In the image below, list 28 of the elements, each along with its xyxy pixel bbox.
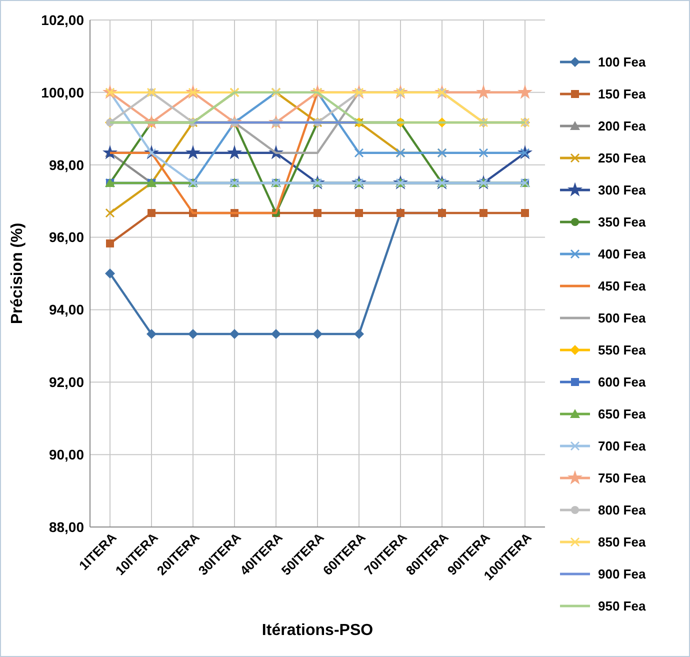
legend-label: 950 Fea (598, 598, 646, 614)
legend-label: 550 Fea (598, 342, 646, 358)
legend-label: 450 Fea (598, 278, 646, 294)
legend-label: 850 Fea (598, 534, 646, 550)
y-tick-label: 96,00 (48, 229, 84, 246)
legend-label: 350 Fea (598, 214, 646, 230)
legend-label: 250 Fea (598, 150, 646, 166)
y-tick-label: 94,00 (48, 302, 84, 318)
legend-label: 600 Fea (598, 374, 646, 390)
legend-label: 700 Fea (598, 438, 646, 454)
legend-label: 200 Fea (598, 118, 646, 134)
y-axis-title: Précision (%) (9, 222, 26, 324)
legend-label: 300 Fea (598, 182, 646, 198)
legend-label: 900 Fea (598, 566, 646, 582)
y-tick-label: 92,00 (48, 374, 84, 390)
legend-label: 150 Fea (598, 86, 646, 102)
legend-label: 800 Fea (598, 502, 646, 518)
y-tick-label: 98,00 (48, 156, 84, 173)
legend-label: 400 Fea (598, 246, 646, 262)
y-tick-label: 88,00 (48, 518, 84, 535)
y-tick-label: 100,00 (41, 84, 84, 100)
y-tick-label: 102,00 (41, 12, 84, 28)
y-tick-label: 90,00 (48, 446, 84, 462)
x-axis-title: Itérations-PSO (262, 622, 374, 639)
legend-label: 500 Fea (598, 310, 646, 326)
legend-label: 100 Fea (598, 54, 646, 70)
legend-label: 750 Fea (598, 470, 646, 486)
legend-label: 650 Fea (598, 406, 646, 422)
